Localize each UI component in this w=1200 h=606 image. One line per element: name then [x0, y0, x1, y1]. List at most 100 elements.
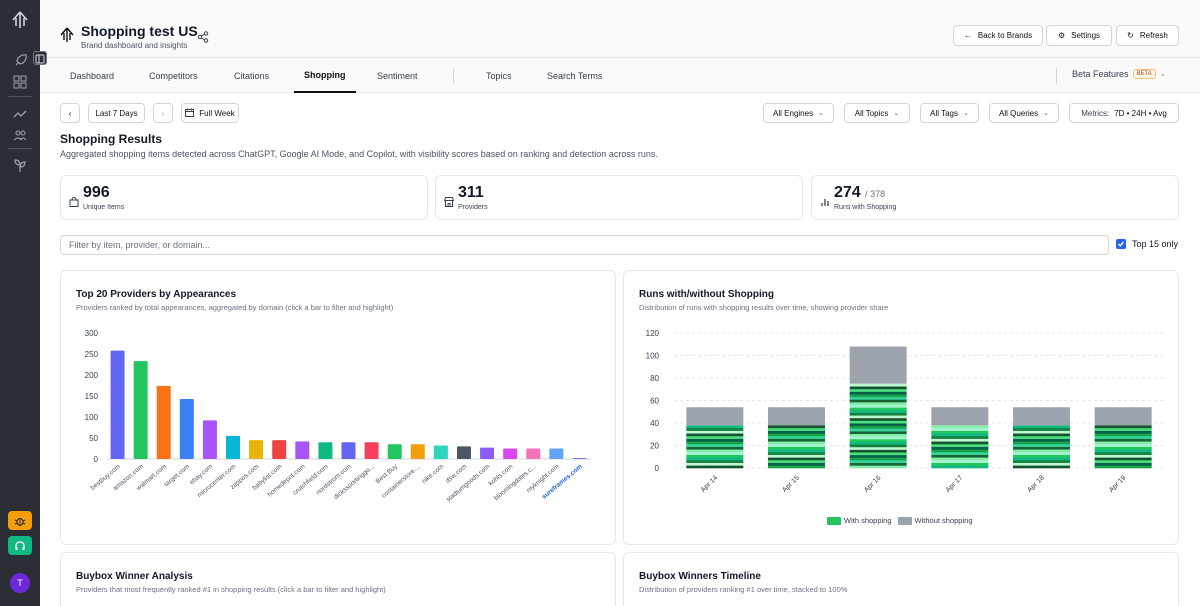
refresh-button[interactable]: ↻ Refresh — [1116, 25, 1179, 46]
full-week-button[interactable]: Full Week — [181, 103, 239, 123]
bar[interactable] — [110, 350, 125, 459]
bar-segment-with-shopping — [849, 444, 907, 448]
bar[interactable] — [410, 444, 425, 459]
bar-segment-with-shopping — [849, 441, 907, 445]
bar[interactable] — [156, 385, 171, 459]
chevron-down-icon: ⌄ — [1159, 71, 1166, 78]
tab-competitors[interactable]: Competitors — [149, 70, 198, 81]
stacked-bar[interactable] — [686, 407, 744, 469]
date-range-select[interactable]: Last 7 Days — [88, 103, 145, 123]
settings-button[interactable]: ⚙ Settings — [1046, 25, 1112, 46]
filter-input[interactable]: Filter by item, provider, or domain... — [60, 235, 1109, 255]
tab-bar: Dashboard Competitors Citations Shopping… — [40, 58, 1200, 93]
tags-dropdown[interactable]: All Tags ⌄ — [920, 103, 979, 123]
bar-segment-with-shopping — [768, 457, 825, 461]
bar[interactable] — [503, 448, 518, 460]
top15-toggle[interactable]: Top 15 only — [1116, 239, 1178, 249]
stacked-bar[interactable] — [1094, 407, 1152, 469]
bar[interactable] — [549, 448, 564, 460]
legend-item-without[interactable]: Without shopping — [897, 516, 972, 526]
bar-segment-with-shopping — [1094, 433, 1152, 437]
back-to-brands-button[interactable]: ← Back to Brands — [953, 25, 1043, 46]
engines-dropdown[interactable]: All Engines ⌄ — [763, 103, 834, 123]
section-subtitle: Aggregated shopping items detected acros… — [60, 149, 658, 159]
runs-stacked-chart[interactable]: 0 20 40 60 80 100 120 Apr 14 Apr 15 Apr 16 Apr 17 A… — [624, 316, 1180, 516]
arrow-left-icon: ← — [963, 31, 972, 40]
prev-period-button[interactable]: ‹ — [60, 103, 80, 123]
bar-segment-with-shopping — [849, 394, 907, 398]
bar[interactable] — [179, 398, 194, 459]
bar[interactable] — [272, 440, 287, 459]
tab-dashboard[interactable]: Dashboard — [70, 70, 115, 81]
y-tick-label: 200 — [85, 371, 99, 380]
bar[interactable] — [572, 458, 587, 459]
stacked-bar[interactable] — [849, 346, 907, 469]
bar[interactable] — [526, 448, 541, 460]
bar-segment-with-shopping — [1094, 457, 1152, 461]
avatar[interactable]: T — [10, 573, 30, 593]
bar-segment-with-shopping — [849, 457, 907, 461]
beta-badge: BETA — [1132, 69, 1156, 79]
bar[interactable] — [480, 447, 495, 459]
queries-dropdown[interactable]: All Queries ⌄ — [989, 103, 1059, 123]
share-icon[interactable] — [197, 30, 209, 48]
bar[interactable] — [433, 445, 448, 459]
bar[interactable] — [202, 420, 217, 459]
sidebar-collapse-button[interactable] — [33, 51, 47, 65]
stat-value: 996 — [83, 184, 110, 201]
beta-features-label: Beta Features — [1072, 69, 1129, 79]
trend-icon[interactable] — [11, 105, 29, 123]
users-icon[interactable] — [11, 126, 29, 144]
bar[interactable] — [387, 444, 402, 459]
bar-segment-with-shopping — [849, 428, 907, 432]
tab-shopping[interactable]: Shopping — [294, 58, 356, 93]
bar-segment-with-shopping — [1094, 449, 1152, 453]
bar[interactable] — [226, 435, 241, 459]
legend-label: With shopping — [844, 516, 892, 525]
chevron-left-icon: ‹ — [68, 108, 72, 118]
bar-segment-with-shopping — [686, 430, 744, 434]
bar[interactable] — [133, 361, 148, 459]
logo-icon[interactable] — [10, 10, 30, 30]
page-subtitle: Brand dashboard and insights — [81, 41, 188, 50]
stacked-bar[interactable] — [931, 407, 989, 469]
bar-segment-with-shopping — [849, 407, 907, 411]
tab-citations[interactable]: Citations — [234, 70, 270, 81]
bar[interactable] — [341, 442, 356, 459]
bar-segment-with-shopping — [849, 454, 907, 458]
y-tick-label: 120 — [646, 329, 660, 338]
bar[interactable] — [318, 442, 333, 459]
chart-title: Buybox Winners Timeline — [639, 571, 761, 582]
bar-segment-without-shopping — [1094, 407, 1152, 426]
legend-item-with[interactable]: With shopping — [827, 516, 892, 526]
bar-segment-with-shopping — [849, 417, 907, 421]
grid-icon[interactable] — [11, 73, 29, 91]
bar[interactable] — [456, 446, 471, 459]
bar-segment-with-shopping — [931, 462, 989, 466]
beta-features-menu[interactable]: Beta Features BETA ⌄ — [1072, 69, 1166, 79]
bar-segment-with-shopping — [931, 451, 989, 455]
metrics-selector[interactable]: Metrics: 7D • 24H • Avg — [1069, 103, 1179, 123]
bug-icon[interactable] — [8, 511, 32, 530]
rocket-icon[interactable] — [11, 52, 29, 70]
tab-sentiment[interactable]: Sentiment — [377, 70, 418, 81]
plant-icon[interactable] — [11, 157, 29, 175]
checkbox-checked-icon[interactable] — [1116, 239, 1126, 249]
tab-topics[interactable]: Topics — [486, 70, 512, 81]
tab-search-terms[interactable]: Search Terms — [547, 70, 603, 81]
legend-swatch — [827, 517, 841, 526]
next-period-button[interactable]: › — [153, 103, 173, 123]
bar[interactable] — [364, 442, 379, 459]
headset-icon[interactable] — [8, 536, 32, 555]
bar-segment-with-shopping — [768, 425, 825, 429]
bar[interactable] — [295, 441, 310, 459]
x-tick-label: Apr 15 — [781, 474, 801, 494]
bar[interactable] — [249, 440, 264, 459]
topics-dropdown[interactable]: All Topics ⌄ — [844, 103, 910, 123]
stacked-bar[interactable] — [768, 407, 825, 469]
bar-segment-with-shopping — [1094, 441, 1152, 445]
stacked-bar[interactable] — [1013, 407, 1070, 469]
providers-bar-chart[interactable]: 050100150200250300bestbuy.comamazon.comw… — [61, 316, 617, 546]
stat-value-number: 274 — [834, 184, 861, 201]
bar-segment-without-shopping — [686, 407, 744, 426]
